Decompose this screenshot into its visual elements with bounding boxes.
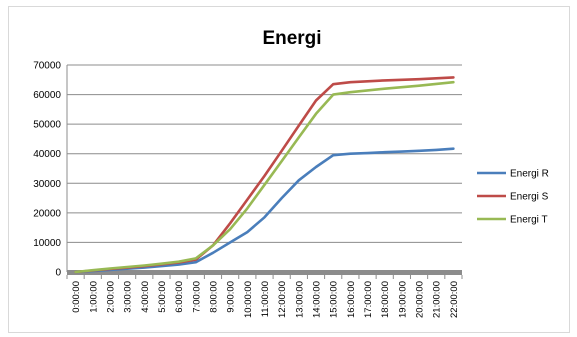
x-tick-label: 12:00:00 <box>277 281 288 318</box>
series-line-energi-t <box>74 80 455 274</box>
x-axis-line <box>67 270 462 275</box>
axes <box>66 65 463 279</box>
x-tick-label: 22:00:00 <box>449 281 460 318</box>
x-tick-label: 5:00:00 <box>157 281 168 313</box>
x-tick-label: 3:00:00 <box>123 281 134 313</box>
y-tick-label: 50000 <box>33 120 61 131</box>
legend-label: Energi T <box>510 215 548 226</box>
x-tick-label: 2:00:00 <box>105 281 116 313</box>
legend-label: Energi S <box>510 192 549 203</box>
series-lines <box>74 76 455 274</box>
x-tick-label: 14:00:00 <box>312 281 323 318</box>
y-tick-label: 70000 <box>33 61 61 72</box>
chart-container: Energi 0 10000 20000 30000 40000 50000 60000 70… <box>8 6 570 333</box>
x-tick-label: 7:00:00 <box>191 281 202 313</box>
x-tick-label: 21:00:00 <box>432 281 443 318</box>
y-tick-label: 10000 <box>33 238 61 249</box>
energi-line-chart: Energi 0 10000 20000 30000 40000 50000 60000 70… <box>33 28 549 318</box>
legend-label: Energi R <box>510 169 549 180</box>
y-tick-label: 20000 <box>33 208 61 219</box>
x-tick-label: 20:00:00 <box>415 281 426 318</box>
x-tick-label: 19:00:00 <box>397 281 408 318</box>
x-tick-label: 15:00:00 <box>329 281 340 318</box>
x-tick-label: 18:00:00 <box>380 281 391 318</box>
y-tick-label: 60000 <box>33 90 61 101</box>
x-tick-label: 1:00:00 <box>88 281 99 313</box>
x-tick-label: 9:00:00 <box>226 281 237 313</box>
x-tick-label: 8:00:00 <box>208 281 219 313</box>
y-axis-tick-labels: 0 10000 20000 30000 40000 50000 60000 70000 <box>33 61 61 279</box>
x-tick-label: 6:00:00 <box>174 281 185 313</box>
x-tick-label: 10:00:00 <box>243 281 254 318</box>
x-tick-label: 16:00:00 <box>346 281 357 318</box>
x-axis-tick-labels: 0:00:00 1:00:00 2:00:00 3:00:00 4:00:00 5:00:… <box>71 281 460 318</box>
y-tick-label: 0 <box>55 268 61 279</box>
series-line-energi-r <box>74 147 455 274</box>
chart-title: Energi <box>262 28 321 49</box>
y-tick-label: 40000 <box>33 149 61 160</box>
x-tick-label: 13:00:00 <box>294 281 305 318</box>
x-tick-label: 11:00:00 <box>260 281 271 317</box>
y-tick-label: 30000 <box>33 179 61 190</box>
x-tick-label: 4:00:00 <box>140 281 151 313</box>
x-tick-label: 0:00:00 <box>71 281 82 313</box>
x-tick-label: 17:00:00 <box>363 281 374 318</box>
legend: Energi R Energi S Energi T <box>477 169 549 226</box>
